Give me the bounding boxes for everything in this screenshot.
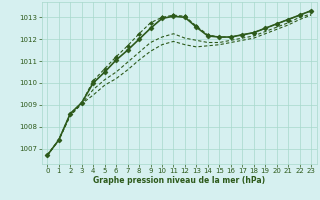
X-axis label: Graphe pression niveau de la mer (hPa): Graphe pression niveau de la mer (hPa) <box>93 176 265 185</box>
